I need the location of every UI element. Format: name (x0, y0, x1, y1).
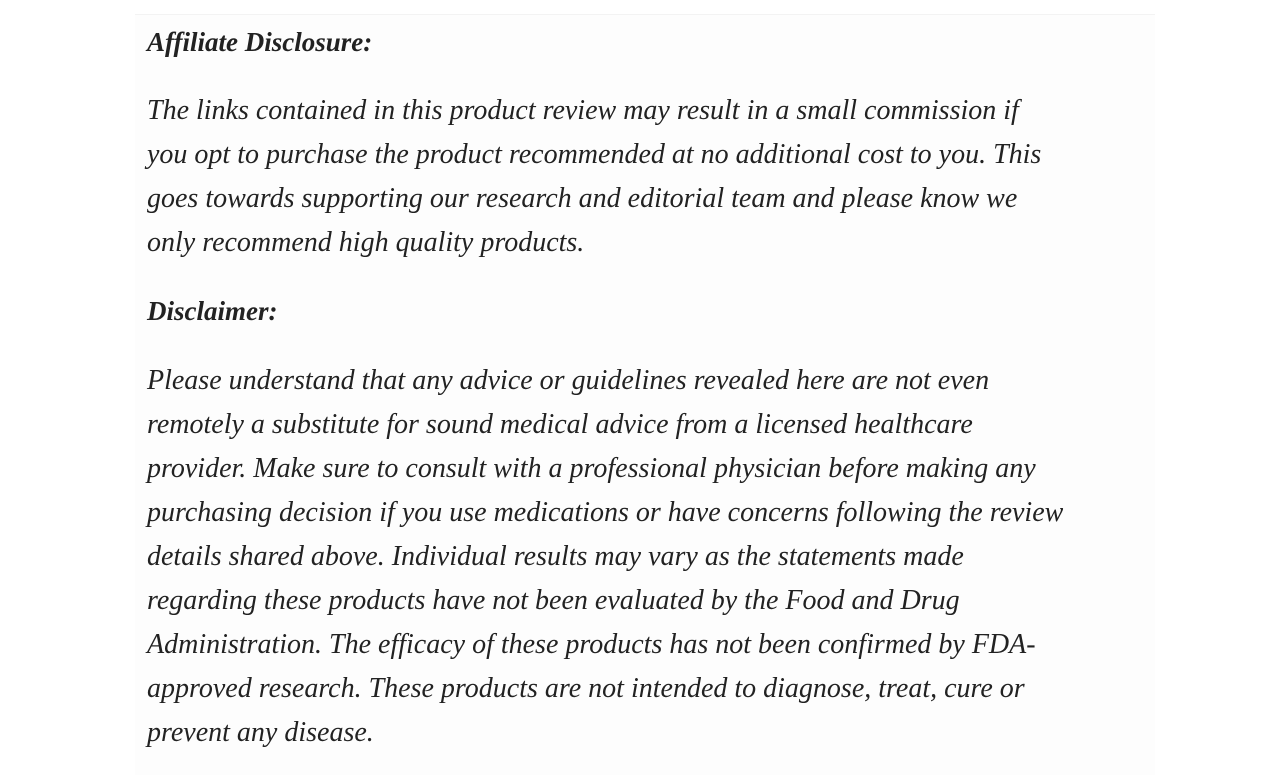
affiliate-disclosure-text: The links contained in this product revi… (147, 89, 1041, 265)
text-line: approved research. These products are no… (147, 673, 1025, 704)
text-line: you opt to purchase the product recommen… (147, 139, 1042, 170)
affiliate-disclosure-heading: Affiliate Disclosure: (147, 27, 373, 57)
disclaimer-text: Please understand that any advice or gui… (147, 359, 1063, 755)
text-line: Administration. The efficacy of these pr… (147, 629, 1036, 660)
text-line: prevent any disease. (147, 717, 374, 748)
text-line: details shared above. Individual results… (147, 541, 964, 572)
text-line: The links contained in this product revi… (147, 95, 1019, 126)
text-line: purchasing decision if you use medicatio… (147, 497, 1064, 528)
text-line: only recommend high quality products. (147, 227, 585, 258)
text-line: provider. Make sure to consult with a pr… (147, 453, 1036, 484)
disclosure-container (135, 14, 1155, 775)
text-line: remotely a substitute for sound medical … (147, 409, 973, 440)
text-line: goes towards supporting our research and… (147, 183, 1018, 214)
text-line: regarding these products have not been e… (147, 585, 960, 616)
text-line: Please understand that any advice or gui… (147, 365, 990, 396)
disclaimer-heading: Disclaimer: (147, 296, 278, 326)
